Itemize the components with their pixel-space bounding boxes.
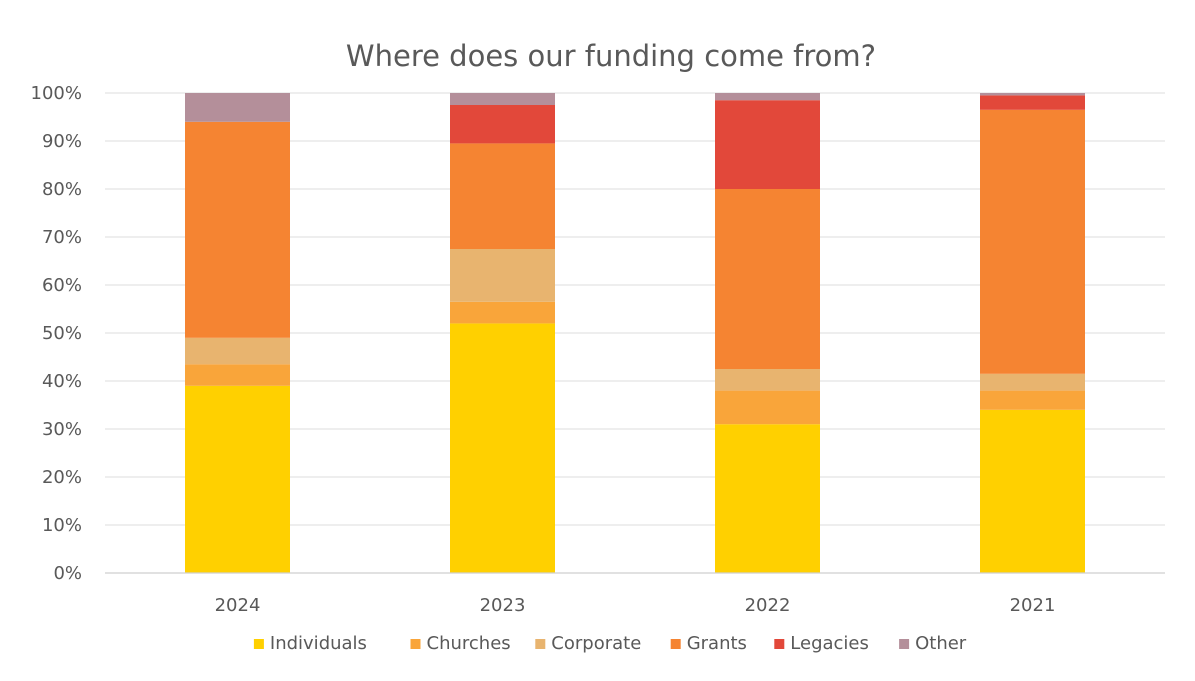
legend-label-churches: Churches <box>427 633 511 654</box>
bar-segment-grants-2023 <box>450 143 555 249</box>
y-axis-tick-labels: 0% 10% 20% 30% 40% 50% 60% 70% 80% 90% 100% <box>31 83 82 584</box>
bar-segment-individuals-2024 <box>185 385 290 573</box>
legend-swatch-other <box>899 639 910 649</box>
bar-segment-other-2021 <box>980 93 1085 96</box>
legend-swatch-churches <box>410 639 421 649</box>
bar-segment-legacies-2022 <box>715 100 820 189</box>
bar-segment-corporate-2022 <box>715 369 820 391</box>
bar-segment-individuals-2021 <box>980 409 1085 573</box>
chart-title: Where does our funding come from? <box>346 39 876 73</box>
legend-swatch-corporate <box>535 639 546 649</box>
y-tick-label: 50% <box>42 323 82 344</box>
bar-segment-individuals-2023 <box>450 323 555 573</box>
y-tick-label: 20% <box>42 467 82 488</box>
y-tick-label: 10% <box>42 515 82 536</box>
y-tick-label: 100% <box>31 83 82 104</box>
y-tick-label: 0% <box>53 563 82 584</box>
y-tick-label: 70% <box>42 227 82 248</box>
bar-segment-churches-2022 <box>715 390 820 425</box>
bar-segment-churches-2024 <box>185 364 290 386</box>
legend-label-grants: Grants <box>687 633 747 654</box>
x-tick-label: 2023 <box>480 595 526 616</box>
x-tick-label: 2022 <box>745 595 791 616</box>
legend-swatch-individuals <box>253 639 264 649</box>
bar-segment-legacies-2023 <box>450 105 555 144</box>
y-tick-label: 90% <box>42 131 82 152</box>
legend-label-individuals: Individuals <box>270 633 367 654</box>
bars <box>185 93 1085 573</box>
bar-segment-corporate-2024 <box>185 337 290 365</box>
legend: Individuals Churches Corporate Grants Legaci… <box>253 633 967 654</box>
bar-segment-corporate-2023 <box>450 249 555 302</box>
bar-segment-other-2024 <box>185 93 290 122</box>
legend-label-other: Other <box>915 633 967 654</box>
y-tick-label: 80% <box>42 179 82 200</box>
legend-label-legacies: Legacies <box>790 633 869 654</box>
x-tick-label: 2024 <box>215 595 261 616</box>
bar-segment-grants-2024 <box>185 121 290 338</box>
bar-segment-churches-2021 <box>980 390 1085 410</box>
bar-segment-individuals-2022 <box>715 424 820 573</box>
bar-segment-churches-2023 <box>450 301 555 324</box>
y-tick-label: 30% <box>42 419 82 440</box>
bar-segment-other-2022 <box>715 93 820 101</box>
legend-swatch-grants <box>670 639 681 649</box>
bar-segment-other-2023 <box>450 93 555 105</box>
y-tick-label: 40% <box>42 371 82 392</box>
bar-segment-grants-2021 <box>980 109 1085 374</box>
bar-segment-corporate-2021 <box>980 373 1085 391</box>
x-tick-label: 2021 <box>1010 595 1056 616</box>
y-tick-label: 60% <box>42 275 82 296</box>
legend-label-corporate: Corporate <box>551 633 641 654</box>
legend-swatch-legacies <box>774 639 785 649</box>
bar-segment-grants-2022 <box>715 189 820 369</box>
bar-segment-legacies-2021 <box>980 95 1085 110</box>
x-axis-tick-labels: 2024 2023 2022 2021 <box>215 595 1056 616</box>
